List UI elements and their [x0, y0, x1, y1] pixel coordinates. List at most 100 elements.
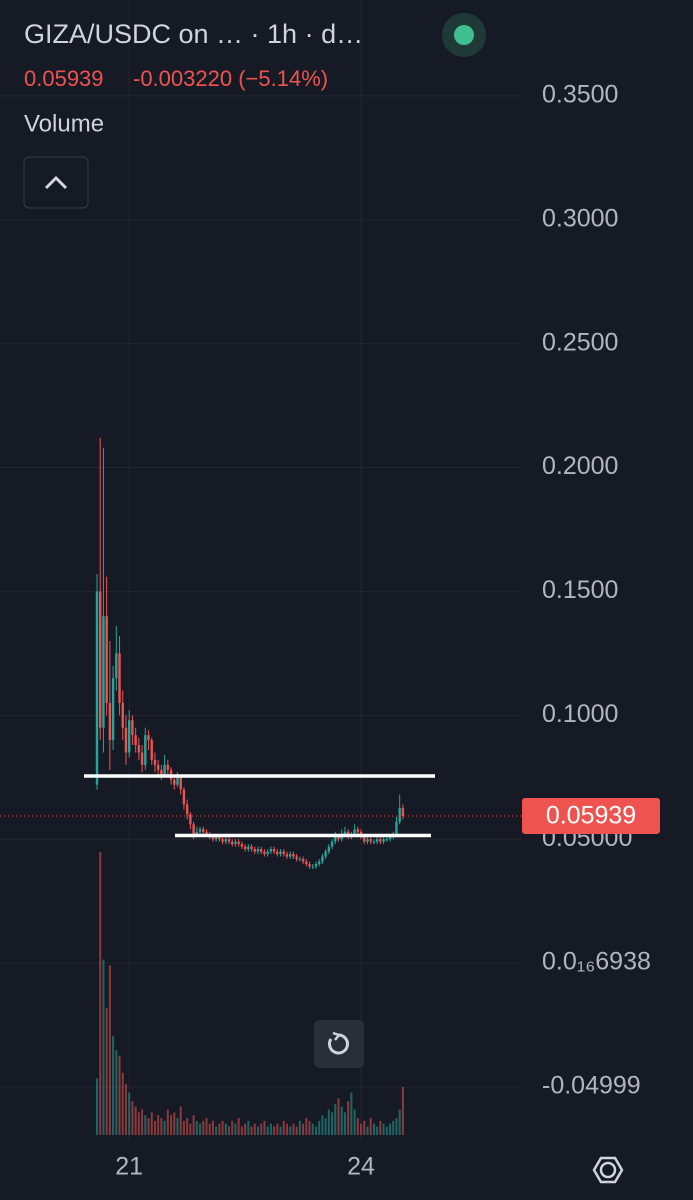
- volume-bar: [398, 1109, 401, 1135]
- volume-bar: [295, 1126, 298, 1135]
- volume-bar: [308, 1120, 311, 1135]
- candle-body: [153, 759, 157, 765]
- volume-bar: [392, 1120, 395, 1135]
- volume-bar: [134, 1106, 137, 1135]
- volume-bar: [369, 1118, 372, 1135]
- price-tag: [522, 797, 660, 834]
- volume-bar: [353, 1109, 356, 1135]
- candle-body: [192, 824, 195, 835]
- y-tick-label: 0.3000: [542, 204, 618, 232]
- settings-hex: [592, 1156, 624, 1184]
- volume-bar: [269, 1123, 272, 1135]
- candle-body: [363, 836, 366, 842]
- volume-bar: [234, 1123, 237, 1135]
- price-tag-label: 0.05939: [546, 802, 636, 830]
- volume-bar: [208, 1123, 211, 1135]
- volume-bar: [160, 1118, 163, 1135]
- candle-body: [385, 839, 388, 841]
- volume-bar: [298, 1120, 301, 1135]
- candle-body: [289, 854, 292, 857]
- volume-bar: [401, 1086, 404, 1135]
- candle-body: [227, 839, 231, 842]
- volume-bar: [363, 1120, 366, 1135]
- volume-bar: [389, 1123, 392, 1135]
- candle-body: [250, 846, 253, 850]
- volume-bar: [96, 1078, 98, 1135]
- candle-body: [147, 735, 150, 741]
- candle-body: [221, 839, 224, 842]
- volume-bar: [379, 1120, 382, 1135]
- volume-bar: [170, 1115, 173, 1135]
- candle-body: [395, 821, 398, 835]
- volume-bar: [356, 1118, 359, 1135]
- chevron-icon: [44, 175, 68, 190]
- candle-body: [218, 836, 221, 840]
- volume-bar: [360, 1123, 363, 1135]
- reset-button[interactable]: [314, 1020, 364, 1068]
- volume-bar: [292, 1123, 295, 1135]
- y-tick-label: -0.04999: [542, 1072, 641, 1100]
- volume-bar: [289, 1126, 292, 1135]
- volume-bar: [343, 1112, 346, 1135]
- volume-bar: [318, 1120, 321, 1135]
- volume-bar: [340, 1106, 343, 1135]
- volume-bar: [285, 1123, 288, 1135]
- volume-bar: [305, 1118, 308, 1135]
- candle-body: [305, 861, 308, 864]
- candle-body: [343, 831, 347, 835]
- volume-label: Volume: [24, 110, 104, 137]
- volume-bar: [244, 1123, 247, 1135]
- volume-bar: [121, 1072, 124, 1135]
- volume-bar: [115, 1050, 118, 1135]
- volume-bar: [118, 1055, 121, 1135]
- volume-bar: [211, 1120, 214, 1135]
- y-tick-label: 0.1000: [542, 700, 618, 728]
- candle-body: [202, 829, 205, 832]
- candle-body: [366, 839, 369, 842]
- volume-bar: [350, 1092, 353, 1135]
- volume-bar: [240, 1126, 243, 1135]
- candle-body: [131, 720, 134, 736]
- candle-body: [99, 591, 102, 728]
- candle-body: [115, 653, 118, 679]
- candle-body: [379, 839, 382, 842]
- y-tick-label: 0.2500: [542, 328, 618, 356]
- candle-body: [247, 846, 250, 850]
- candle-body: [128, 720, 131, 753]
- volume-bar: [182, 1120, 185, 1135]
- candle-body: [124, 727, 128, 753]
- settings-icon[interactable]: [599, 1161, 617, 1179]
- candle-body: [108, 702, 112, 741]
- candle-body: [214, 836, 218, 840]
- volume-bar: [199, 1123, 202, 1135]
- candle-body: [144, 735, 147, 765]
- candle-body: [198, 829, 202, 832]
- candle-body: [256, 849, 260, 852]
- volume-bar: [215, 1126, 218, 1135]
- candle-body: [285, 854, 289, 857]
- volume-bar: [263, 1120, 266, 1135]
- candle-body: [237, 841, 240, 845]
- status-dot: [454, 25, 474, 45]
- collapse-button[interactable]: [23, 156, 89, 209]
- y-tick-label: 0.2000: [542, 452, 618, 480]
- candle-body: [356, 829, 360, 832]
- candle-body: [263, 851, 266, 855]
- volume-bar: [302, 1123, 305, 1135]
- candle-body: [298, 859, 302, 861]
- volume-bar: [321, 1115, 324, 1135]
- candle-body: [240, 844, 244, 847]
- volume-bar: [112, 1035, 115, 1135]
- volume-bar: [385, 1126, 388, 1135]
- candle-body: [166, 764, 170, 770]
- candle-body: [334, 836, 337, 842]
- volume-bar: [153, 1120, 156, 1135]
- candle-body: [260, 849, 263, 852]
- candle-body: [176, 777, 179, 785]
- candle-body: [295, 856, 298, 860]
- candle-body: [382, 839, 385, 842]
- volume-bar: [105, 1007, 108, 1135]
- volume-bar: [279, 1126, 282, 1135]
- candle-body: [308, 863, 311, 867]
